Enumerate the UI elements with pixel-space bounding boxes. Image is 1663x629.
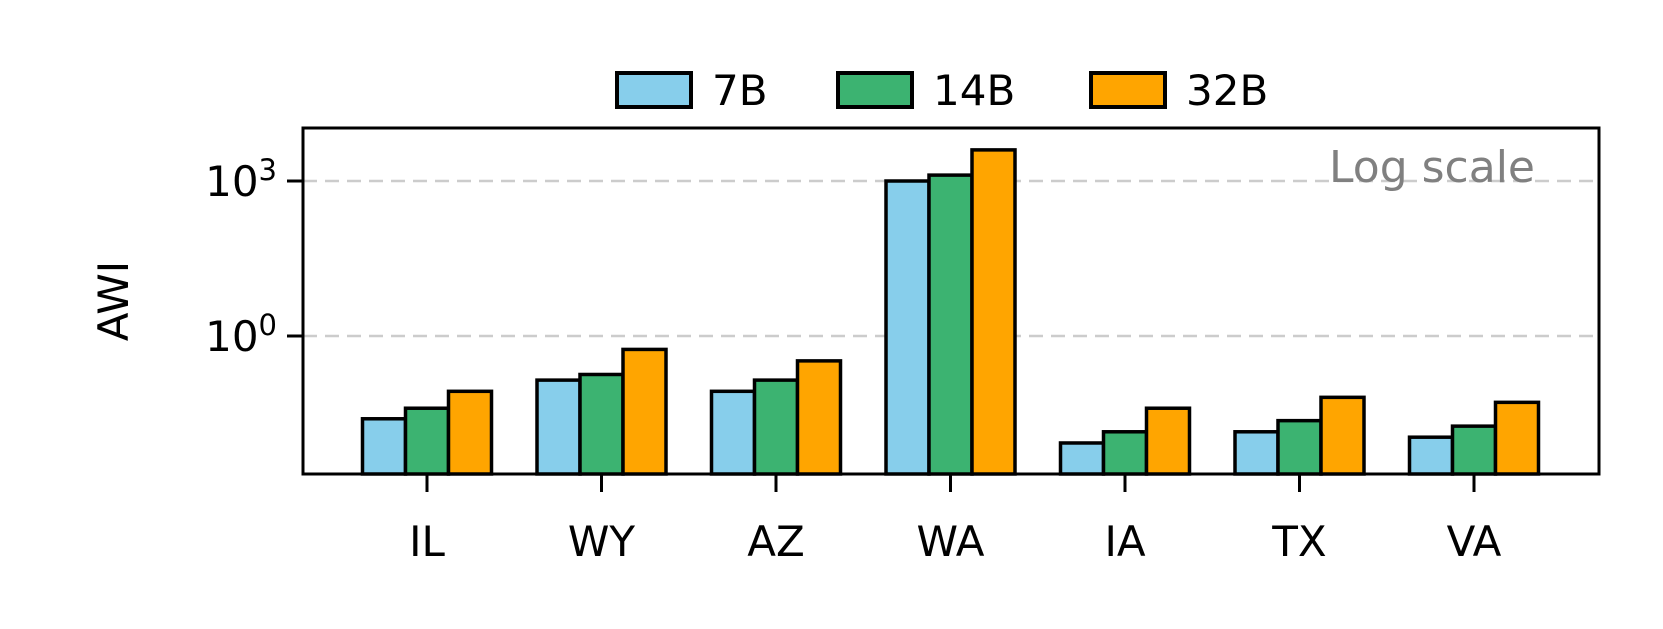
bar-tx-14b [1276,418,1323,476]
bar-wy-7b [535,378,582,476]
legend-swatch-32b [1089,71,1167,109]
y-tick-label: 103 [205,153,277,206]
bar-va-7b [1407,435,1455,476]
bar-wa-32b [970,148,1017,476]
bar-wa-7b [884,179,931,476]
x-tick-label-wa: WA [917,517,985,566]
bars [360,148,1541,476]
legend: 7B 14B 32B [615,66,1268,115]
x-tick-label-ia: IA [1104,517,1145,566]
bar-il-7b [360,417,408,476]
log-scale-annotation: Log scale [1329,142,1535,193]
bar-il-32b [446,389,494,476]
x-tick-label-il: IL [409,517,445,566]
bar-il-14b [403,406,451,476]
bar-va-14b [1450,424,1498,476]
y-axis-label: AWI [89,261,138,341]
x-tick-label-wy: WY [568,517,636,566]
bar-ia-32b [1144,406,1192,476]
bar-wy-32b [621,347,668,476]
bar-wa-14b [927,173,974,476]
bar-tx-32b [1319,395,1366,476]
bar-tx-7b [1233,430,1280,476]
bar-wy-14b [578,372,625,476]
x-axis: IL WY AZ WA IA TX VA [409,474,1502,566]
legend-swatch-7b [615,71,693,109]
legend-label-14b: 14B [933,66,1015,115]
bar-ia-7b [1058,441,1106,476]
legend-label-7b: 7B [712,66,768,115]
x-tick-label-az: AZ [747,517,805,566]
bar-va-32b [1493,400,1541,476]
legend-label-32b: 32B [1186,66,1268,115]
x-tick-label-va: VA [1447,517,1502,566]
bar-az-7b [709,389,757,476]
x-tick-label-tx: TX [1271,517,1326,566]
bar-ia-14b [1101,430,1149,476]
y-tick-label: 100 [205,308,277,361]
legend-swatch-14b [836,71,914,109]
y-axis: 100 103 [205,153,303,361]
bar-az-32b [795,359,843,476]
bar-az-14b [752,378,800,476]
